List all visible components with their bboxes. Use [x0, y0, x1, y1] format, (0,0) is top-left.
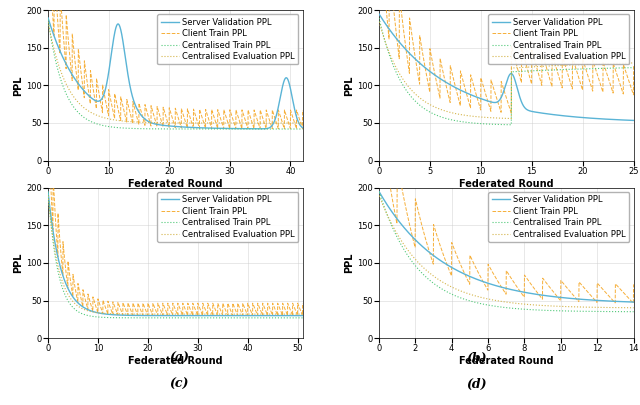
Text: (d): (d) — [467, 378, 487, 391]
Legend: Server Validation PPL, Client Train PPL, Centralised Train PPL, Centralised Eval: Server Validation PPL, Client Train PPL,… — [157, 14, 298, 64]
Text: (a): (a) — [169, 352, 189, 365]
X-axis label: Federated Round: Federated Round — [459, 179, 554, 189]
Text: (b): (b) — [467, 352, 487, 365]
Legend: Server Validation PPL, Client Train PPL, Centralised Train PPL, Centralised Eval: Server Validation PPL, Client Train PPL,… — [157, 192, 298, 242]
Y-axis label: PPL: PPL — [13, 75, 23, 96]
Y-axis label: PPL: PPL — [344, 75, 354, 96]
Legend: Server Validation PPL, Client Train PPL, Centralised Train PPL, Centralised Eval: Server Validation PPL, Client Train PPL,… — [488, 192, 629, 242]
X-axis label: Federated Round: Federated Round — [128, 356, 223, 366]
Text: (c): (c) — [170, 378, 189, 391]
Legend: Server Validation PPL, Client Train PPL, Centralised Train PPL, Centralised Eval: Server Validation PPL, Client Train PPL,… — [488, 14, 629, 64]
X-axis label: Federated Round: Federated Round — [128, 179, 223, 189]
Y-axis label: PPL: PPL — [13, 253, 23, 273]
X-axis label: Federated Round: Federated Round — [459, 356, 554, 366]
Y-axis label: PPL: PPL — [344, 253, 354, 273]
